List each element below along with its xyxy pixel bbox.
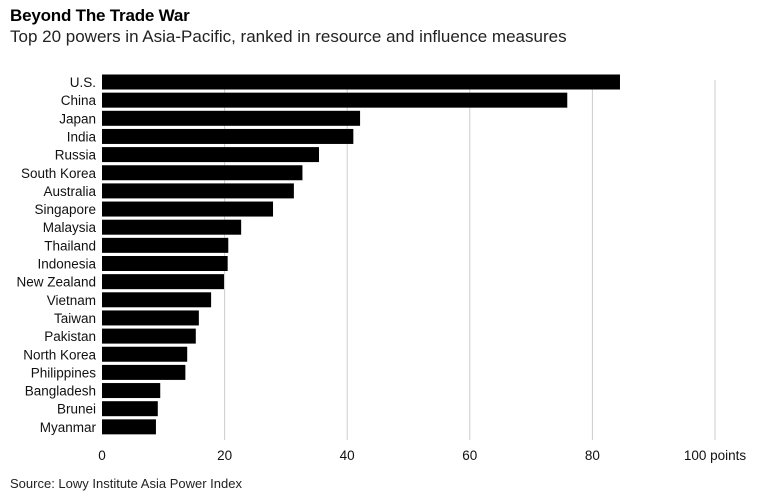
bar: [102, 419, 156, 435]
chart-subtitle: Top 20 powers in Asia-Pacific, ranked in…: [10, 27, 567, 46]
bar: [102, 183, 294, 199]
bar: [102, 346, 188, 362]
bar: [102, 201, 274, 217]
category-label: Russia: [55, 148, 97, 163]
category-label: Thailand: [44, 238, 96, 253]
x-tick-label: 80: [585, 448, 600, 463]
bar: [102, 74, 620, 90]
category-label: Indonesia: [37, 257, 96, 272]
bar: [102, 292, 212, 308]
chart-title: Beyond The Trade War: [10, 6, 190, 25]
source-note: Source: Lowy Institute Asia Power Index: [10, 476, 242, 491]
category-label: Australia: [43, 184, 96, 199]
bar: [102, 110, 361, 126]
x-tick-label: 20: [217, 448, 232, 463]
category-label: Singapore: [34, 202, 96, 217]
bar: [102, 364, 186, 380]
category-label: U.S.: [70, 75, 96, 90]
bar: [102, 401, 158, 417]
x-tick-label: 60: [462, 448, 477, 463]
category-label: Malaysia: [43, 220, 97, 235]
bar: [102, 237, 229, 253]
category-label: India: [67, 129, 97, 144]
bar: [102, 328, 196, 344]
category-label: Bangladesh: [25, 384, 96, 399]
category-label: Pakistan: [44, 329, 96, 344]
category-label: Myanmar: [40, 420, 97, 435]
category-label: Brunei: [57, 402, 96, 417]
category-label: New Zealand: [16, 275, 96, 290]
bar: [102, 256, 228, 271]
bar: [102, 274, 224, 290]
category-label: Vietnam: [47, 293, 96, 308]
bar: [102, 147, 320, 163]
x-tick-label: 0: [98, 448, 106, 463]
category-label: Japan: [59, 111, 96, 126]
bar: [102, 219, 242, 235]
category-label: Philippines: [31, 365, 97, 380]
x-tick-label: 100 points: [684, 448, 747, 463]
bar: [102, 165, 303, 181]
category-label: Taiwan: [54, 311, 96, 326]
bar: [102, 383, 161, 399]
category-label: China: [61, 93, 97, 108]
bar: [102, 92, 568, 108]
bar: [102, 128, 354, 144]
x-tick-label: 40: [340, 448, 355, 463]
category-label: North Korea: [23, 347, 96, 362]
bar: [102, 310, 199, 326]
category-label: South Korea: [21, 166, 97, 181]
